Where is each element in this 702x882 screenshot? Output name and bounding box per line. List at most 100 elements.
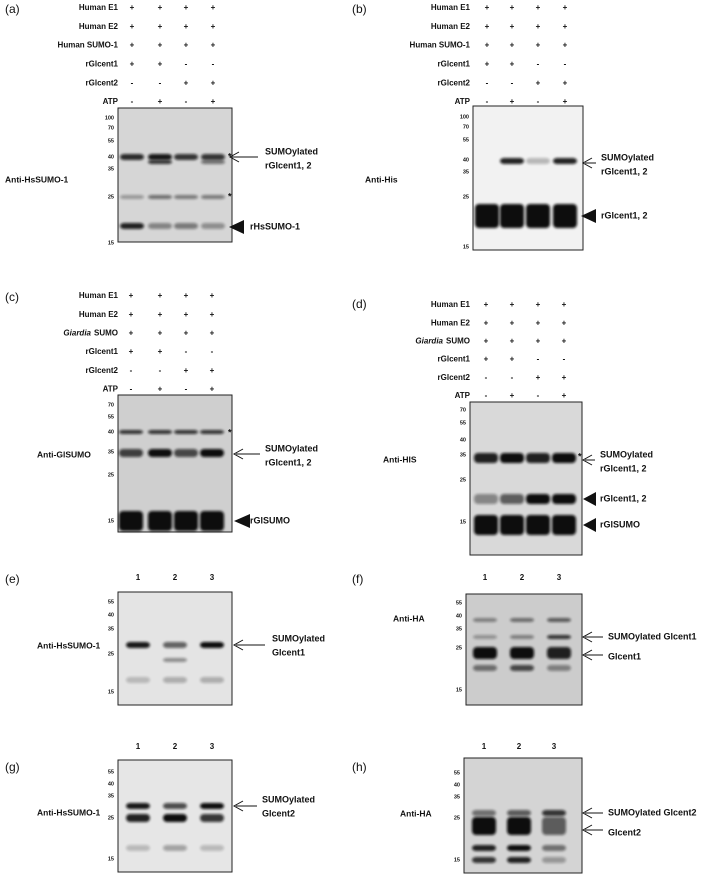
condition-sign: + — [536, 318, 541, 327]
lane-number: 1 — [482, 742, 487, 751]
condition-label: ATP — [455, 391, 471, 400]
condition-sign: + — [130, 3, 135, 12]
panel-label: (c) — [5, 290, 19, 304]
condition-label: Human E1 — [79, 291, 119, 300]
condition-sign: - — [185, 97, 188, 106]
condition-label: Giardia SUMO — [63, 329, 118, 338]
condition-sign: + — [484, 355, 489, 364]
condition-sign: - — [159, 78, 162, 87]
condition-sign: + — [485, 60, 490, 69]
size-marker: 35 — [108, 626, 114, 632]
condition-sign: - — [564, 60, 567, 69]
condition-sign: + — [158, 22, 163, 31]
asterisk: * — [228, 151, 232, 161]
condition-sign: + — [158, 60, 163, 69]
lane-number: 3 — [210, 573, 215, 582]
arrow-head — [228, 151, 240, 163]
band — [500, 204, 524, 228]
band — [526, 453, 550, 463]
condition-label: Human E2 — [431, 318, 471, 327]
band — [126, 803, 150, 809]
band — [473, 635, 497, 639]
panel-label: (e) — [5, 572, 20, 586]
condition-sign: + — [562, 337, 567, 346]
panel-label: (g) — [5, 760, 20, 774]
size-marker: 35 — [454, 794, 460, 800]
size-marker: 40 — [108, 154, 114, 160]
size-marker: 35 — [108, 793, 114, 799]
panel-label: (d) — [352, 297, 367, 311]
band — [475, 204, 499, 228]
band — [148, 154, 172, 160]
band — [200, 449, 224, 457]
condition-sign: + — [130, 41, 135, 50]
condition-sign: - — [537, 391, 540, 400]
band — [507, 857, 531, 863]
condition-sign: + — [211, 41, 216, 50]
condition-sign: + — [563, 97, 568, 106]
size-marker: 15 — [463, 244, 469, 250]
band — [120, 223, 144, 229]
panel: (f) 1 2 3 55 40 35 25 15 Anti-HA SUMOylated Glcent… — [352, 572, 697, 706]
size-marker: 25 — [108, 651, 114, 657]
size-marker: 70 — [460, 407, 466, 413]
band — [507, 817, 531, 835]
size-marker: 15 — [108, 240, 114, 246]
band — [552, 515, 576, 535]
lane-number: 3 — [552, 742, 557, 751]
lane-number: 2 — [173, 573, 178, 582]
condition-label: rGlcent1 — [438, 60, 471, 69]
arrow-head — [232, 639, 244, 651]
condition-sign: + — [562, 318, 567, 327]
condition-name: SUMO — [94, 329, 118, 338]
arrow-head — [581, 454, 593, 466]
blot — [117, 591, 233, 706]
blot — [472, 105, 584, 251]
annotation: Glcent2 — [608, 827, 641, 837]
condition-label: Human E2 — [431, 22, 471, 31]
band — [474, 494, 498, 504]
condition-sign: + — [211, 3, 216, 12]
size-marker: 35 — [108, 449, 114, 455]
band — [148, 195, 172, 199]
condition-sign: + — [184, 78, 189, 87]
band — [473, 618, 497, 622]
band — [126, 814, 150, 822]
condition-sign: - — [537, 355, 540, 364]
lane-number: 1 — [483, 573, 488, 582]
annotation: SUMOylated — [272, 633, 325, 643]
condition-sign: - — [212, 60, 215, 69]
band — [526, 204, 550, 228]
condition-sign: + — [129, 291, 134, 300]
condition-sign: + — [510, 318, 515, 327]
band — [526, 494, 550, 504]
size-marker: 55 — [456, 600, 462, 606]
condition-sign: + — [510, 355, 515, 364]
triangle — [581, 209, 596, 223]
size-marker: 40 — [454, 782, 460, 788]
condition-label: ATP — [103, 97, 119, 106]
condition-sign: + — [510, 60, 515, 69]
band — [200, 677, 224, 683]
condition-sign: + — [484, 337, 489, 346]
condition-sign: + — [129, 347, 134, 356]
condition-sign: + — [211, 22, 216, 31]
annotation: SUMOylated Glcent2 — [608, 807, 697, 817]
size-marker: 35 — [460, 452, 466, 458]
condition-sign: + — [158, 385, 163, 394]
condition-label: rGlcent2 — [438, 78, 471, 87]
band — [472, 845, 496, 851]
band — [542, 817, 566, 835]
condition-label: Human SUMO-1 — [58, 41, 119, 50]
panel-label: (h) — [352, 760, 367, 774]
triangle — [583, 518, 596, 532]
annotation: rGlcent1, 2 — [265, 457, 312, 467]
band — [547, 635, 571, 639]
condition-sign: + — [184, 22, 189, 31]
band — [200, 430, 224, 434]
lane-number: 2 — [173, 742, 178, 751]
condition-label: Human SUMO-1 — [410, 41, 471, 50]
panel-label: (a) — [5, 2, 20, 16]
condition-sign: + — [130, 22, 135, 31]
panel: (a) Human E1 + + + + Human E2 + + + + Human SUMO-1 +… — [5, 2, 318, 246]
